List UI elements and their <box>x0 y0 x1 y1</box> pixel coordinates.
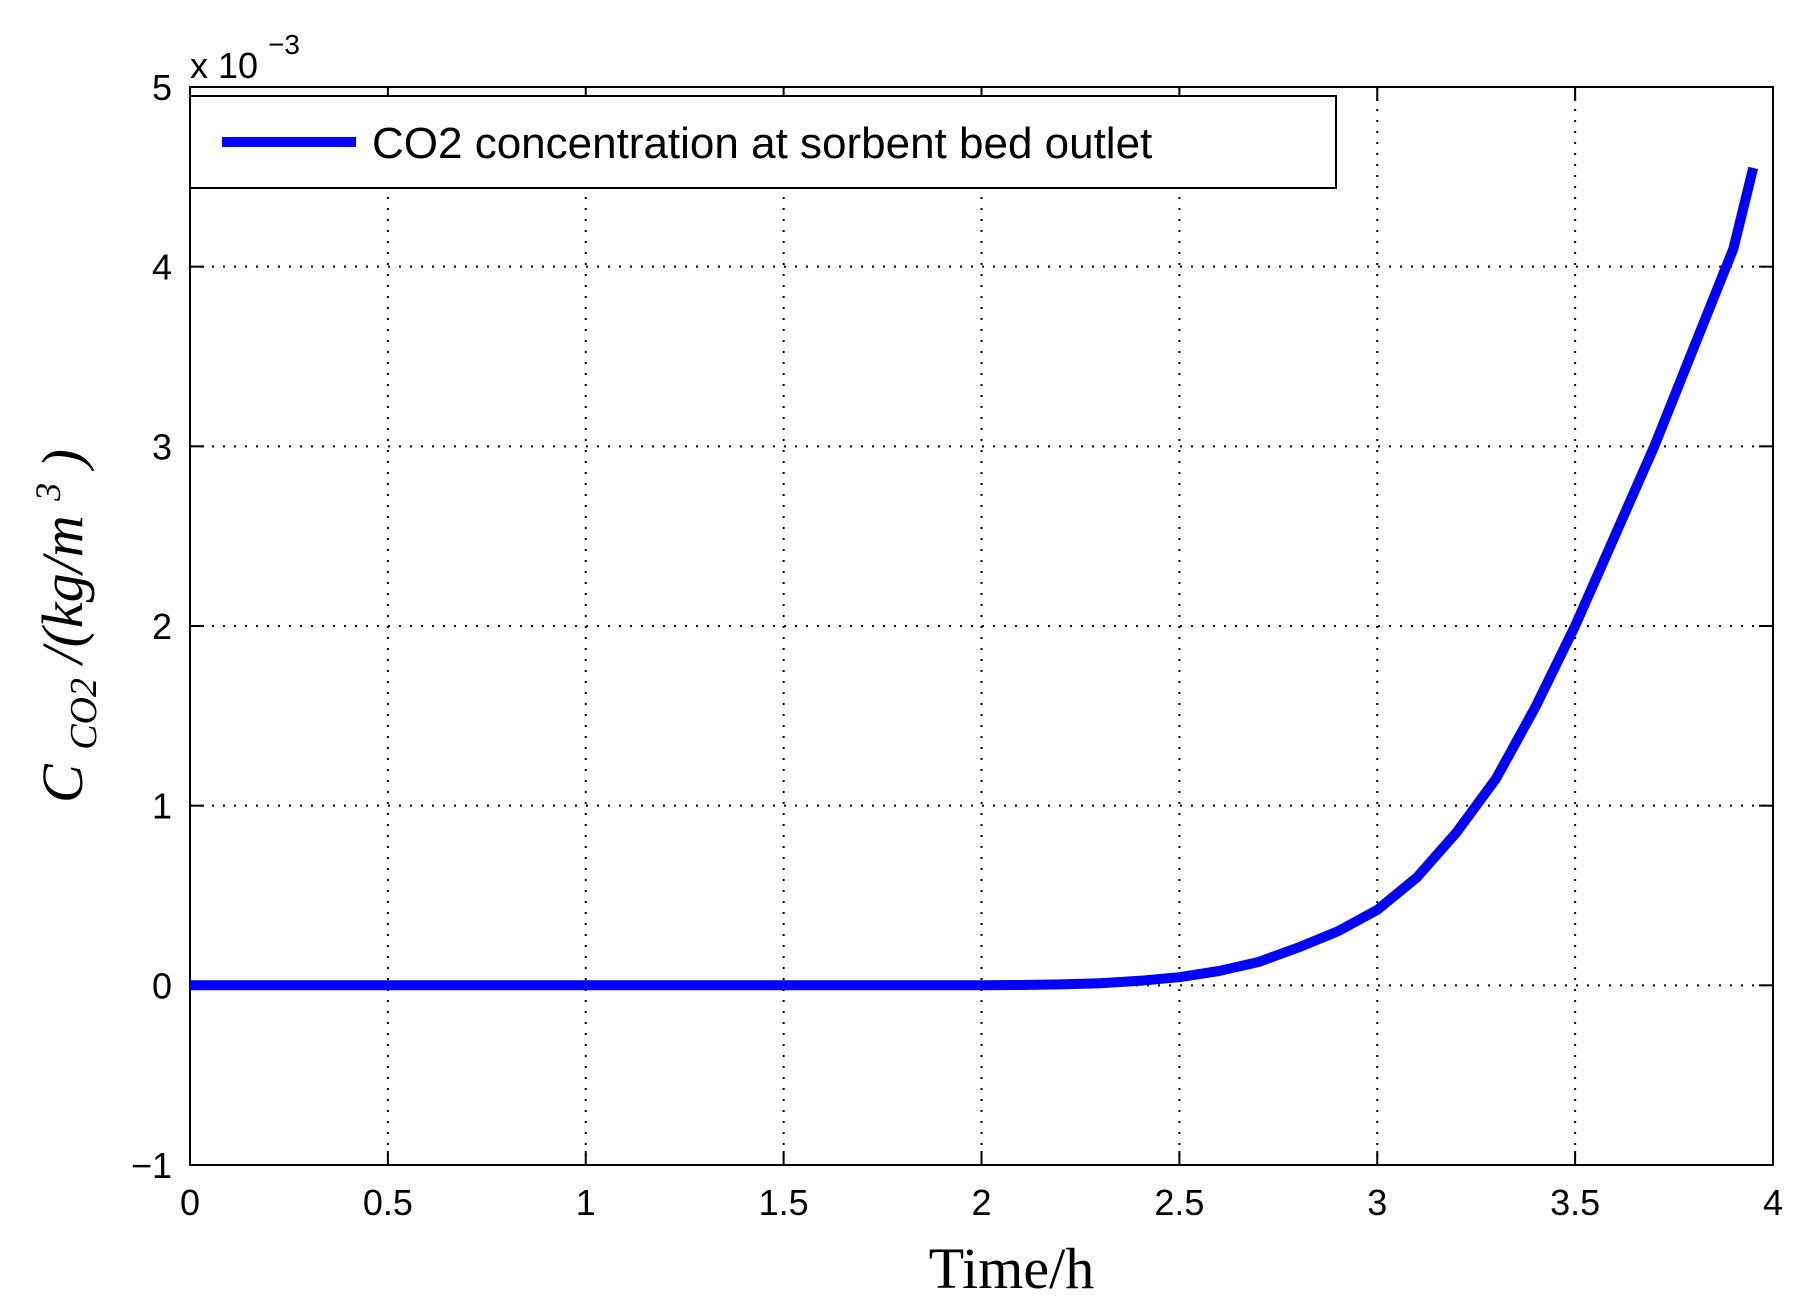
x-tick-label: 0.5 <box>363 1182 413 1223</box>
y-title-unit: /(kg/m <box>30 515 95 666</box>
y-tick-labels: −1 0 1 2 3 4 5 <box>131 67 172 1186</box>
y-tick-label: 0 <box>152 965 172 1006</box>
x-tick-label: 3.5 <box>1550 1182 1600 1223</box>
legend-box <box>189 95 1337 189</box>
y-tick-label: 3 <box>152 426 172 467</box>
y-multiplier-exponent: −3 <box>268 29 300 60</box>
y-title-close: ) <box>30 449 95 471</box>
y-multiplier-base: x 10 <box>190 45 258 86</box>
y-tick-label: 1 <box>152 786 172 827</box>
series-layer <box>190 166 1759 991</box>
grid-lines <box>190 87 1773 1165</box>
y-tick-label: 5 <box>152 67 172 108</box>
x-tick-label: 2.5 <box>1154 1182 1204 1223</box>
x-tick-label: 4 <box>1763 1182 1783 1223</box>
y-tick-label: 4 <box>152 247 172 288</box>
legend: CO2 concentration at sorbent bed outlet <box>189 95 1337 189</box>
x-tick-label: 2 <box>971 1182 991 1223</box>
y-title-subscript: CO2 <box>63 678 105 750</box>
y-title-symbol: C <box>30 763 95 803</box>
series-line <box>190 166 1759 991</box>
y-tick-label: 2 <box>152 606 172 647</box>
y-title-superscript: 3 <box>28 483 68 502</box>
x-tick-label: 1.5 <box>759 1182 809 1223</box>
x-tick-labels: 0 0.5 1 1.5 2 2.5 3 3.5 4 <box>180 1182 1783 1223</box>
y-tick-label: −1 <box>131 1145 172 1186</box>
x-tick-label: 1 <box>576 1182 596 1223</box>
x-axis-title: Time/h <box>929 1236 1094 1301</box>
y-axis-title: C CO2 /(kg/m 3 ) <box>8 449 109 803</box>
x-tick-label: 3 <box>1367 1182 1387 1223</box>
y-axis-multiplier: x 10 −3 <box>190 29 300 86</box>
legend-label: CO2 concentration at sorbent bed outlet <box>372 119 1152 168</box>
x-tick-label: 0 <box>180 1182 200 1223</box>
